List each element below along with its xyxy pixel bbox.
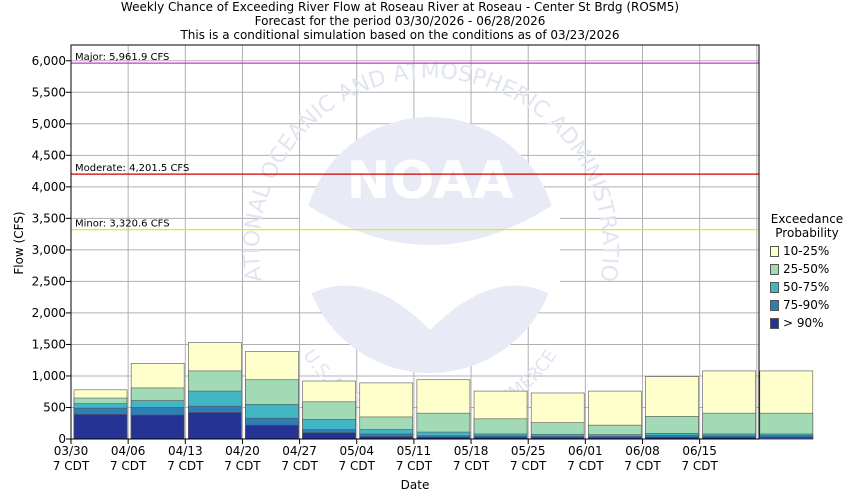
x-tick-sublabel: 7 CDT — [510, 459, 547, 473]
legend-label: 10-25% — [783, 244, 830, 258]
y-tick-label: 5,000 — [32, 117, 66, 131]
x-tick-label: 03/30 — [54, 444, 89, 458]
legend-item: 50-75% — [770, 278, 850, 296]
flood-thresholds: Major: 5,961.9 CFS Moderate: 4,201.5 CFS M… — [71, 52, 759, 231]
y-tick-label: 500 — [43, 400, 66, 414]
chart-subtitle-conditions: This is a conditional simulation based o… — [180, 28, 620, 42]
x-tick-label: 05/11 — [397, 444, 432, 458]
legend-items: 10-25% 25-50% 50-75% 75-90% > 90% — [764, 242, 850, 332]
x-tick-sublabel: 7 CDT — [396, 459, 433, 473]
bar-segment — [302, 432, 356, 440]
x-tick-sublabel: 7 CDT — [339, 459, 376, 473]
x-tick-label: 04/20 — [225, 444, 260, 458]
x-tick-label: 04/13 — [168, 444, 203, 458]
threshold-label: Major: 5,961.9 CFS — [75, 52, 169, 63]
x-tick-label: 05/18 — [454, 444, 489, 458]
x-tick-label: 06/15 — [682, 444, 717, 458]
legend-label: 75-90% — [783, 298, 830, 312]
y-tick-label: 2,500 — [32, 274, 66, 288]
x-tick-sublabel: 7 CDT — [624, 459, 661, 473]
legend-swatch — [770, 263, 779, 275]
x-tick-label: 04/06 — [111, 444, 146, 458]
y-tick-label: 2,000 — [32, 306, 66, 320]
legend-label: 50-75% — [783, 280, 830, 294]
legend-swatch — [770, 281, 779, 293]
watermark-gull — [300, 200, 560, 330]
bar-segment — [245, 424, 299, 440]
plot-frame — [70, 44, 760, 440]
y-tick-label: 1,000 — [32, 369, 66, 383]
y-tick-label: 4,000 — [32, 180, 66, 194]
y-tick-label: 1,500 — [32, 337, 66, 351]
threshold-label: Minor: 3,320.6 CFS — [75, 219, 170, 230]
chart-title: Weekly Chance of Exceeding River Flow at… — [120, 0, 680, 14]
legend-swatch — [770, 317, 779, 329]
x-tick-sublabel: 7 CDT — [167, 459, 204, 473]
x-tick-label: 06/01 — [568, 444, 603, 458]
x-tick-label: 06/08 — [625, 444, 660, 458]
chart-subtitle-period: Forecast for the period 03/30/2026 - 06/… — [254, 14, 546, 28]
legend-title-1: Exceedance — [770, 212, 844, 226]
x-tick-sublabel: 7 CDT — [567, 459, 604, 473]
y-tick-label: 5,500 — [32, 85, 66, 99]
stacked-bars — [73, 342, 814, 440]
x-tick-label: 04/27 — [282, 444, 317, 458]
legend-swatch — [770, 299, 779, 311]
y-tick-label: 3,500 — [32, 211, 66, 225]
x-tick-sublabel: 7 CDT — [224, 459, 261, 473]
x-tick-sublabel: 7 CDT — [53, 459, 90, 473]
bar-segment — [188, 412, 242, 440]
y-tick-label: 3,000 — [32, 243, 66, 257]
bar-segment — [130, 414, 185, 440]
x-axis-label: Date — [400, 478, 430, 492]
x-tick-label: 05/25 — [511, 444, 546, 458]
watermark-logo: NOAA — [347, 151, 514, 211]
bar-segment — [73, 414, 128, 440]
axes: 0 500 1,000 1,500 2,000 2,500 3,000 3,500 4,000 4… — [32, 44, 760, 473]
legend-item: > 90% — [770, 314, 850, 332]
chart-titles: Weekly Chance of Exceeding River Flow at… — [0, 0, 800, 42]
legend-label: > 90% — [783, 316, 824, 330]
x-tick-sublabel: 7 CDT — [453, 459, 490, 473]
threshold-label: Moderate: 4,201.5 CFS — [75, 163, 189, 174]
x-tick-sublabel: 7 CDT — [681, 459, 718, 473]
legend: Exceedance Probability 10-25% 25-50% 50-75… — [764, 212, 850, 332]
legend-swatch — [770, 245, 779, 257]
legend-title-2: Probability — [775, 226, 839, 240]
y-tick-label: 4,500 — [32, 148, 66, 162]
bar-segment — [759, 436, 814, 440]
y-tick-label: 6,000 — [32, 54, 66, 68]
legend-item: 25-50% — [770, 260, 850, 278]
y-axis-label: Flow (CFS) — [12, 211, 26, 275]
x-tick-label: 05/04 — [339, 444, 374, 458]
x-tick-sublabel: 7 CDT — [110, 459, 147, 473]
legend-item: 75-90% — [770, 296, 850, 314]
y-tick-label: 0 — [58, 432, 66, 446]
legend-label: 25-50% — [783, 262, 830, 276]
legend-item: 10-25% — [770, 242, 850, 260]
x-tick-sublabel: 7 CDT — [281, 459, 318, 473]
